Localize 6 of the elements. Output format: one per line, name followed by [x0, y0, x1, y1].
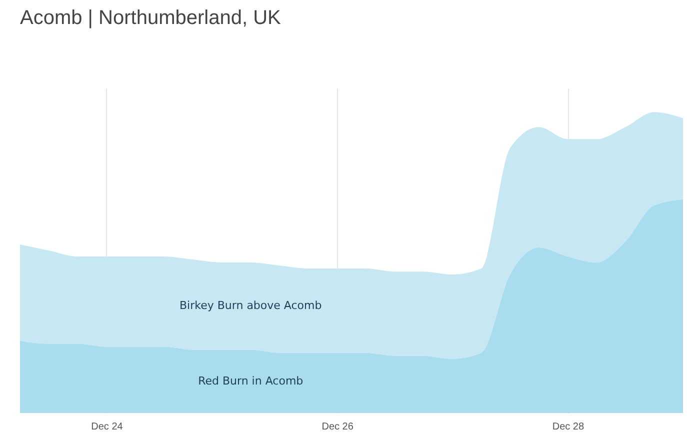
chart-title: Acomb | Northumberland, UK [20, 7, 282, 29]
x-tick-label: Dec 24 [91, 422, 124, 432]
series-label: Red Burn in Acomb [198, 374, 304, 388]
x-tick-label: Dec 28 [552, 422, 584, 432]
series-label: Birkey Burn above Acomb [179, 299, 322, 312]
x-tick-label: Dec 26 [322, 422, 354, 432]
